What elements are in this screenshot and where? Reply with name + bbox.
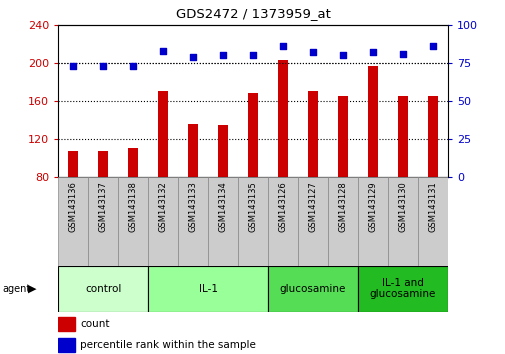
Text: GSM143130: GSM143130: [397, 181, 407, 232]
Text: IL-1: IL-1: [198, 284, 217, 293]
Point: [278, 43, 286, 49]
Bar: [58, 317, 74, 331]
Text: GSM143131: GSM143131: [427, 181, 436, 232]
Bar: [58, 338, 74, 352]
FancyBboxPatch shape: [297, 177, 327, 266]
Point: [308, 49, 316, 55]
Bar: [427, 96, 437, 177]
FancyBboxPatch shape: [58, 266, 148, 312]
Text: GSM143126: GSM143126: [278, 181, 287, 232]
FancyBboxPatch shape: [237, 177, 268, 266]
Text: agent: agent: [3, 284, 31, 293]
Point: [428, 43, 436, 49]
FancyBboxPatch shape: [327, 177, 357, 266]
Point: [159, 48, 167, 53]
Point: [219, 52, 227, 58]
Text: GSM143133: GSM143133: [188, 181, 197, 232]
Text: GSM143128: GSM143128: [338, 181, 347, 232]
Text: GSM143136: GSM143136: [69, 181, 78, 232]
Text: GSM143137: GSM143137: [98, 181, 108, 232]
Text: count: count: [80, 319, 110, 329]
FancyBboxPatch shape: [88, 177, 118, 266]
FancyBboxPatch shape: [357, 266, 447, 312]
Bar: [187, 124, 198, 177]
FancyBboxPatch shape: [148, 177, 178, 266]
Text: glucosamine: glucosamine: [279, 284, 345, 293]
Text: ▶: ▶: [28, 284, 36, 293]
Bar: [217, 125, 228, 177]
Text: GSM143134: GSM143134: [218, 181, 227, 232]
Bar: [307, 91, 318, 177]
Bar: [158, 91, 168, 177]
Bar: [397, 96, 408, 177]
Bar: [247, 93, 258, 177]
Text: GSM143135: GSM143135: [248, 181, 257, 232]
Bar: [337, 96, 347, 177]
Bar: [68, 151, 78, 177]
Point: [129, 63, 137, 69]
Point: [248, 52, 257, 58]
Text: GSM143129: GSM143129: [368, 181, 377, 232]
Point: [338, 52, 346, 58]
Point: [99, 63, 107, 69]
FancyBboxPatch shape: [208, 177, 237, 266]
Text: GSM143132: GSM143132: [158, 181, 167, 232]
Text: IL-1 and
glucosamine: IL-1 and glucosamine: [369, 278, 435, 299]
Point: [368, 49, 376, 55]
Point: [69, 63, 77, 69]
Point: [398, 51, 406, 57]
FancyBboxPatch shape: [357, 177, 387, 266]
FancyBboxPatch shape: [148, 266, 268, 312]
FancyBboxPatch shape: [268, 177, 297, 266]
Bar: [97, 151, 108, 177]
FancyBboxPatch shape: [268, 266, 357, 312]
Text: percentile rank within the sample: percentile rank within the sample: [80, 340, 256, 350]
Text: GDS2472 / 1373959_at: GDS2472 / 1373959_at: [175, 7, 330, 20]
Bar: [128, 148, 138, 177]
Text: GSM143138: GSM143138: [128, 181, 137, 232]
Text: control: control: [85, 284, 121, 293]
FancyBboxPatch shape: [58, 177, 88, 266]
Text: GSM143127: GSM143127: [308, 181, 317, 232]
FancyBboxPatch shape: [417, 177, 447, 266]
FancyBboxPatch shape: [178, 177, 208, 266]
FancyBboxPatch shape: [118, 177, 148, 266]
Bar: [367, 66, 377, 177]
FancyBboxPatch shape: [387, 177, 417, 266]
Point: [189, 54, 197, 59]
Bar: [277, 60, 288, 177]
